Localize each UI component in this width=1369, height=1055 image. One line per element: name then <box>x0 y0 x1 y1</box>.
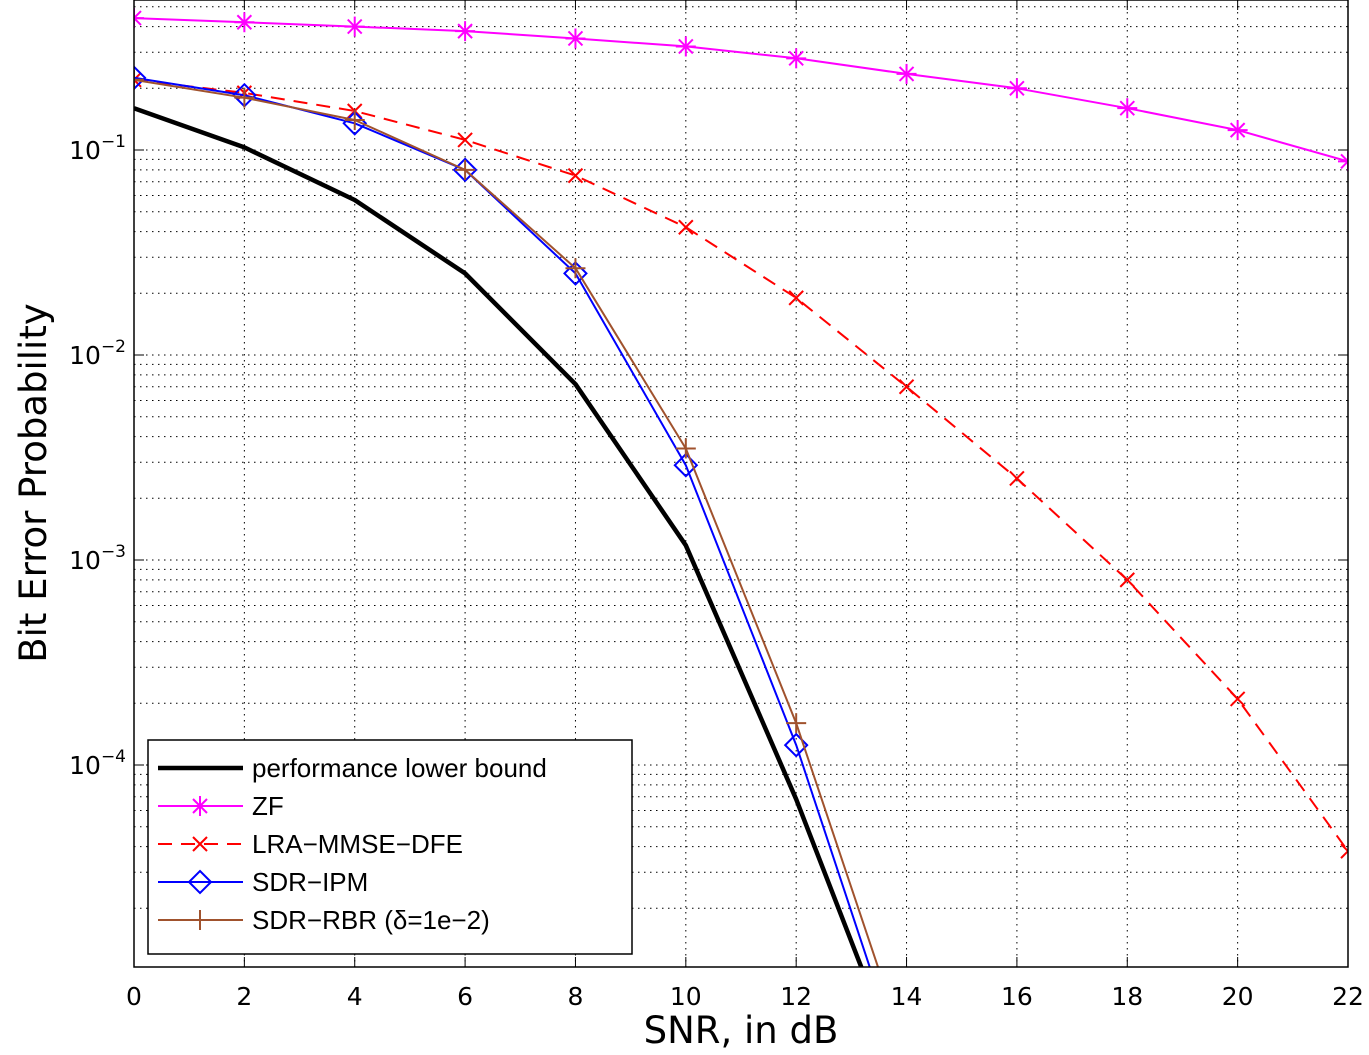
x-tick-label: 0 <box>126 982 142 1011</box>
data-point-zf <box>898 66 915 82</box>
data-point-zf <box>678 38 694 55</box>
x-tick-label: 14 <box>891 982 923 1011</box>
legend-marker-lra-mmse-dfe <box>192 836 208 852</box>
x-tick-label: 6 <box>457 982 473 1011</box>
data-point-lra-mmse-dfe <box>567 167 584 184</box>
series-line-sdr-rbr-1e-2 <box>134 78 880 967</box>
data-point-zf <box>1340 153 1348 163</box>
legend-marker-zf <box>192 798 208 814</box>
y-tick-label: 10−3 <box>69 542 126 575</box>
legend-label-sdr-ipm: SDR−IPM <box>252 867 368 897</box>
legend-label-zf: ZF <box>252 791 284 821</box>
data-point-lra-mmse-dfe <box>1229 691 1246 707</box>
plot-frame <box>133 0 1349 968</box>
grid-lines <box>134 0 1348 967</box>
series-line-zf <box>134 17 1348 163</box>
y-tick-label: 10−4 <box>69 747 126 780</box>
x-axis-label: SNR, in dB <box>644 1009 839 1052</box>
data-point-lra-mmse-dfe <box>457 132 473 148</box>
data-point-zf <box>788 50 804 67</box>
y-tick-label: 10−2 <box>69 337 126 370</box>
data-point-lra-mmse-dfe <box>1340 849 1348 859</box>
series-sdr-rbr-1e-2 <box>134 69 880 967</box>
data-point-zf <box>457 23 473 39</box>
legend-marker-sdr-ipm <box>187 869 213 895</box>
data-point-zf <box>1119 100 1135 116</box>
data-point-zf <box>236 14 253 30</box>
series-layer <box>134 8 1348 967</box>
y-axis-label: Bit Error Probability <box>12 303 55 662</box>
series-line-performance-lower-bound <box>134 106 864 967</box>
x-tick-label: 10 <box>670 982 702 1011</box>
data-point-zf <box>134 10 142 20</box>
series-line-sdr-ipm <box>134 76 871 967</box>
data-point-zf <box>1229 122 1246 138</box>
data-point-zf <box>134 16 142 26</box>
legend-box <box>147 739 633 955</box>
series-performance-lower-bound <box>134 106 864 967</box>
data-point-zf <box>1340 159 1348 170</box>
data-point-sdr-ipm <box>673 452 699 478</box>
x-tick-label: 8 <box>568 982 584 1011</box>
x-tick-label: 22 <box>1332 982 1364 1011</box>
x-tick-label: 18 <box>1111 982 1143 1011</box>
x-tick-label: 20 <box>1222 982 1254 1011</box>
data-point-lra-mmse-dfe <box>134 72 142 82</box>
axis-ticks: 0 2 4 6 8 10 12 14 16 18 20 22 10−1 10−2 10−3 10−4 <box>69 0 1364 1011</box>
data-point-lra-mmse-dfe <box>898 379 915 395</box>
x-tick-label: 4 <box>347 982 363 1011</box>
x-tick-label: 12 <box>780 982 812 1011</box>
data-point-lra-mmse-dfe <box>678 219 694 235</box>
data-point-zf <box>567 30 584 47</box>
data-point-lra-mmse-dfe <box>788 290 804 306</box>
data-point-sdr-ipm <box>134 65 147 91</box>
x-tick-label: 2 <box>236 982 252 1011</box>
x-tick-label: 16 <box>1001 982 1033 1011</box>
legend-label-performance-lower-bound: performance lower bound <box>252 753 547 783</box>
data-point-sdr-ipm <box>783 732 809 758</box>
data-point-lra-mmse-dfe <box>1009 470 1025 487</box>
series-zf <box>134 8 1348 172</box>
data-point-sdr-ipm <box>563 261 588 286</box>
legend: performance lower bound ZF LRA−MMSE−DFE SDR… <box>147 739 633 955</box>
y-tick-label: 10−1 <box>69 132 126 165</box>
data-point-zf <box>1009 80 1025 96</box>
legend-label-sdr-rbr-1e-2: SDR−RBR (δ=1e−2) <box>252 905 490 935</box>
legend-label-lra-mmse-dfe: LRA−MMSE−DFE <box>252 829 463 859</box>
data-point-lra-mmse-dfe <box>1340 843 1348 853</box>
data-point-zf <box>347 18 363 35</box>
data-point-lra-mmse-dfe <box>1119 572 1135 588</box>
